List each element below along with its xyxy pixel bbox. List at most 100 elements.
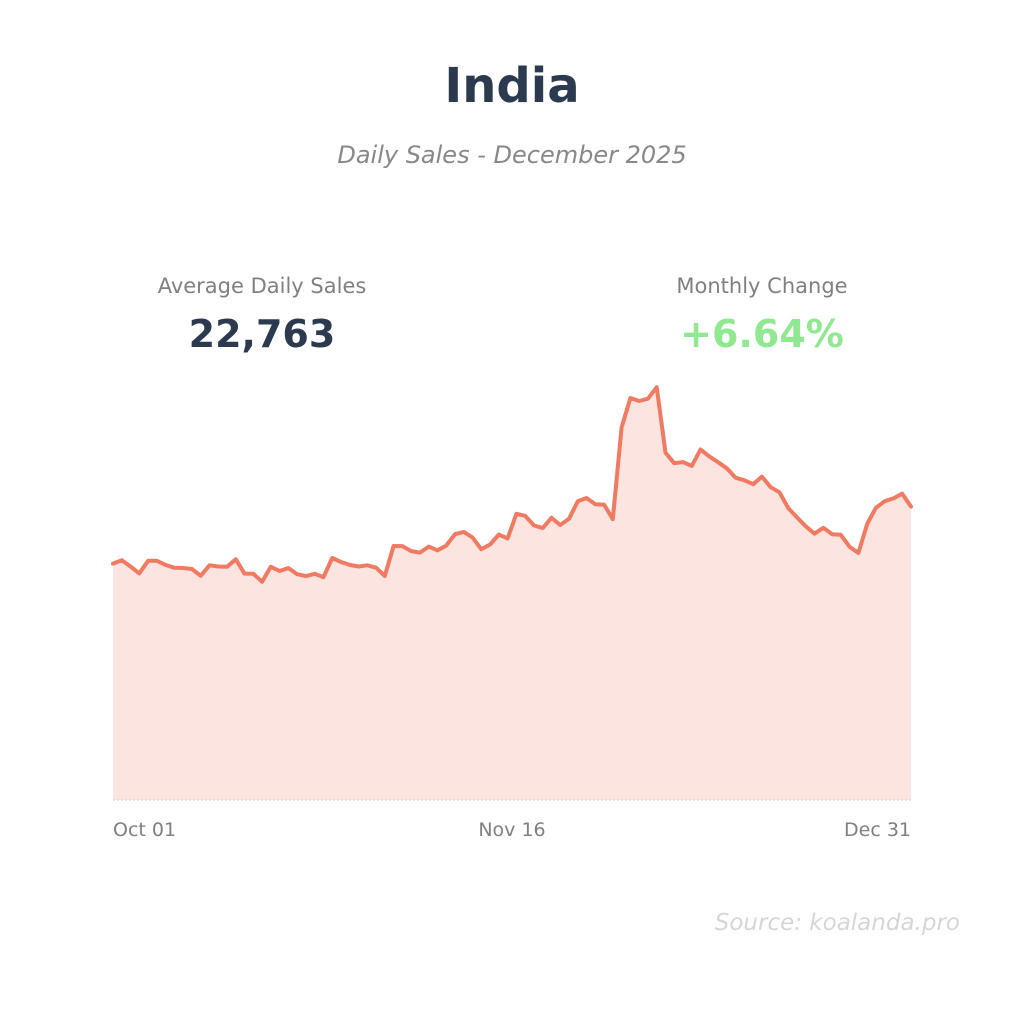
sales-data-point: [365, 563, 369, 567]
sales-data-point: [839, 533, 843, 537]
sales-data-point: [541, 526, 545, 530]
sales-data-point: [751, 482, 755, 486]
sales-data-point: [593, 502, 597, 506]
sales-data-point: [488, 543, 492, 547]
sales-data-point: [383, 574, 387, 578]
sales-data-point: [550, 516, 554, 520]
x-tick-label-start: Oct 01: [113, 819, 177, 841]
average-daily-sales-stat: Average Daily Sales 22,763: [92, 272, 432, 356]
sales-data-point: [471, 535, 475, 539]
sales-data-point: [655, 385, 659, 389]
sales-data-point: [514, 512, 518, 516]
sales-data-point: [699, 448, 703, 452]
sales-data-point: [795, 515, 799, 519]
sales-data-point: [585, 496, 589, 500]
sales-data-point: [462, 530, 466, 534]
sales-data-point: [137, 571, 141, 575]
sales-data-point: [330, 556, 334, 560]
sales-data-point: [567, 517, 571, 521]
sales-data-point: [883, 499, 887, 503]
sales-data-point: [778, 490, 782, 494]
sales-data-point: [208, 563, 212, 567]
sales-data-point: [602, 503, 606, 507]
sales-data-point: [734, 476, 738, 480]
sales-data-point: [716, 460, 720, 464]
sales-data-point: [637, 399, 641, 403]
sales-data-point: [400, 544, 404, 548]
sales-data-point: [848, 545, 852, 549]
sales-data-point: [865, 522, 869, 526]
sales-data-point: [339, 560, 343, 564]
sales-data-point: [190, 567, 194, 571]
sales-area-fill: [113, 387, 911, 800]
chart-subtitle: Daily Sales - December 2025: [337, 141, 687, 169]
sales-data-point: [436, 548, 440, 552]
sales-data-point: [313, 572, 317, 576]
sales-data-point: [304, 574, 308, 578]
chart-title: India: [444, 58, 580, 114]
sales-data-point: [628, 396, 632, 400]
sales-data-point: [821, 526, 825, 530]
sales-data-point: [646, 397, 650, 401]
sales-data-point: [295, 572, 299, 576]
source-credit: Source: koalanda.pro: [714, 910, 960, 936]
sales-data-point: [620, 425, 624, 429]
sales-data-point: [664, 451, 668, 455]
sales-data-point: [120, 558, 124, 562]
sales-data-point: [707, 454, 711, 458]
sales-data-point: [760, 475, 764, 479]
sales-data-point: [164, 563, 168, 567]
sales-data-point: [409, 549, 413, 553]
sales-data-point: [322, 575, 326, 579]
sales-data-point: [444, 544, 448, 548]
sales-data-point: [576, 499, 580, 503]
sales-data-point: [427, 545, 431, 549]
sales-data-point: [672, 461, 676, 465]
sales-data-point: [611, 517, 615, 521]
sales-data-point: [523, 514, 527, 518]
sales-data-point: [532, 523, 536, 527]
sales-data-point: [769, 485, 773, 489]
sales-data-point: [479, 547, 483, 551]
sales-data-point: [216, 565, 220, 569]
sales-data-point: [690, 464, 694, 468]
sales-data-point: [900, 492, 904, 496]
sales-data-point: [453, 532, 457, 536]
monthly-change-value: +6.64%: [680, 312, 844, 356]
monthly-change-label: Monthly Change: [676, 274, 848, 298]
sales-data-point: [146, 559, 150, 563]
sales-data-point: [111, 562, 115, 566]
sales-data-point: [392, 544, 396, 548]
sales-data-point: [725, 466, 729, 470]
sales-data-point: [497, 533, 501, 537]
sales-data-point: [418, 551, 422, 555]
x-tick-label-end: Dec 31: [844, 819, 911, 841]
sales-data-point: [374, 566, 378, 570]
sales-data-point: [786, 506, 790, 510]
sales-data-point: [172, 566, 176, 570]
sales-data-point: [234, 557, 238, 561]
sales-series-line: [111, 385, 913, 584]
sales-data-point: [260, 580, 264, 584]
sales-data-point: [181, 566, 185, 570]
average-daily-sales-value: 22,763: [188, 312, 336, 356]
x-tick-label-middle: Nov 16: [478, 819, 546, 841]
sales-data-point: [804, 524, 808, 528]
sales-data-point: [243, 572, 247, 576]
average-daily-sales-label: Average Daily Sales: [157, 274, 367, 298]
sales-data-point: [506, 536, 510, 540]
sales-data-point: [357, 565, 361, 569]
sales-data-point: [269, 565, 273, 569]
sales-data-point: [830, 532, 834, 536]
sales-data-point: [874, 506, 878, 510]
sales-data-point: [681, 460, 685, 464]
sales-data-point: [348, 563, 352, 567]
sales-data-point: [558, 523, 562, 527]
sales-data-point: [813, 532, 817, 536]
sales-data-point: [286, 566, 290, 570]
sales-data-point: [909, 505, 913, 509]
sales-data-point: [199, 574, 203, 578]
sales-data-point: [892, 496, 896, 500]
